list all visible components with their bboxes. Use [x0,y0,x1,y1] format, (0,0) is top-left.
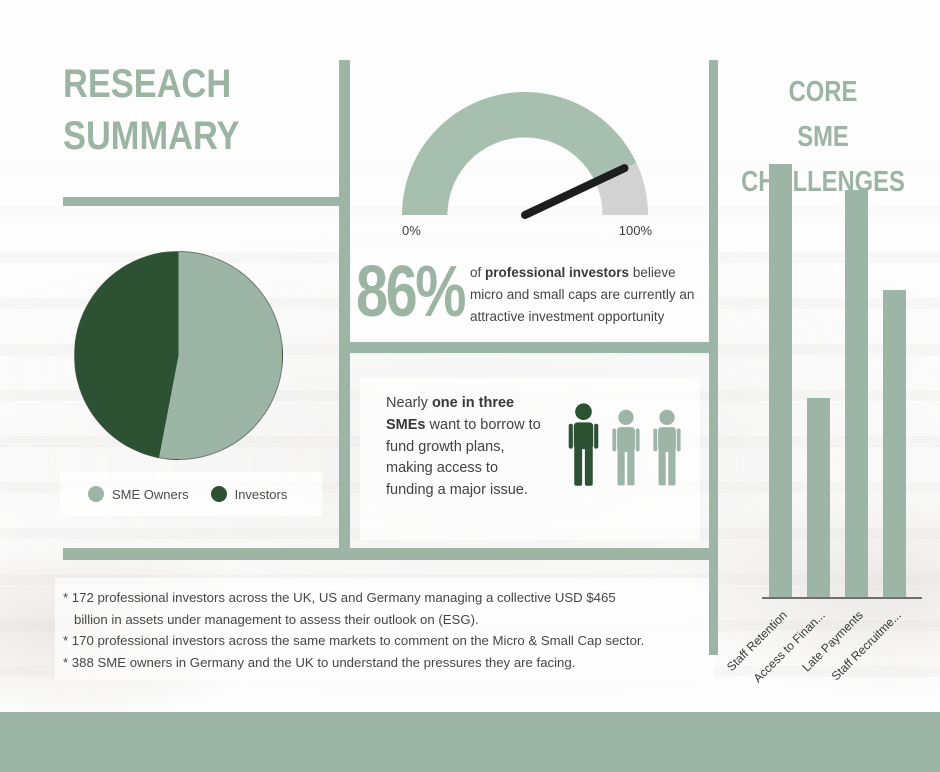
stat-text-prefix: of [470,265,486,280]
background-veil [360,378,700,540]
page-title-line1: RESEACH [63,62,232,106]
research-note-line: billion in assets under management to as… [74,611,479,627]
gauge-chart: 0% 100% [402,92,652,238]
research-note-line: * 388 SME owners in Germany and the UK t… [63,654,576,670]
borrow-text-prefix: Nearly [386,395,432,411]
bar-chart-axis-line [762,597,922,599]
research-notes: * 172 professional investors across the … [63,587,713,673]
sme-owners-legend-dot [88,486,104,502]
page-title: RESEACH SUMMARY [63,58,239,162]
gauge-arc [402,92,648,215]
vertical-divider-left [339,60,350,560]
page-title-line2: SUMMARY [63,114,240,158]
person-icon [653,409,681,486]
horizontal-divider-middle [350,342,710,353]
bar-access-to-finance [807,398,830,597]
stat-value-86: 86% [356,252,466,332]
borrow-text-bold: one in three SMEs [386,395,515,433]
background-veil [55,578,715,680]
background-veil [352,248,708,338]
investors-legend-dot [210,486,227,502]
research-note-line: * 170 professional investors across the … [63,633,645,648]
stat-text-bold: professional investors [485,265,630,280]
bar-chart [762,160,922,598]
one-in-three-pictogram [565,402,685,488]
title-underline-divider [63,197,339,206]
bar-chart-title: CORE SME CHALLENGES [732,70,914,205]
borrow-text-rest: want to borrow to fund growth plans, mak… [386,416,541,499]
investors-legend-label: Investors [234,486,288,502]
footer-band [0,712,940,772]
bar-staff-recruitment [883,290,906,597]
pie-legend: SME Owners Investors [88,486,301,502]
horizontal-divider-bottom [63,548,710,560]
bar-chart-title-line2: SME CHALLENGES [741,121,905,198]
person-icon [568,403,599,486]
stat-text-rest: believe micro and small caps are current… [470,265,695,324]
bar-chart-title-line1: CORE [788,76,858,108]
research-note-line: * 172 professional investors across the … [63,590,616,605]
pie-chart [74,251,283,460]
vertical-divider-right [709,60,718,655]
bar-late-payments [845,190,868,597]
bar-staff-retention [769,164,792,597]
gauge-max-label: 100% [618,223,652,238]
sme-owners-legend-label: SME Owners [112,486,189,502]
gauge-min-label: 0% [402,223,421,238]
stat-text: of professional investors believe micro … [470,262,712,328]
borrow-stat-text: Nearly one in three SMEs want to borrow … [386,393,548,502]
person-icon [612,409,640,486]
